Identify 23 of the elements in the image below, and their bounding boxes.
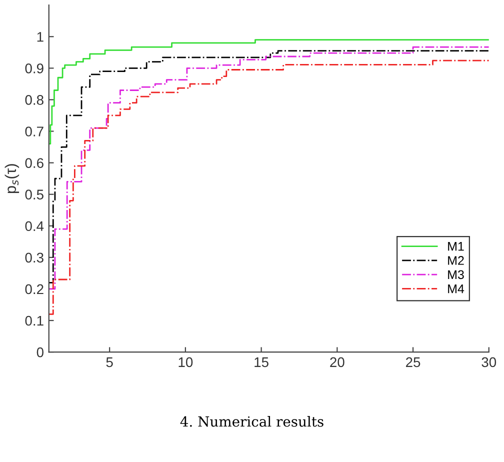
y-tick-label: 1 — [37, 32, 44, 42]
y-tick-label: 0.8 — [25, 95, 44, 105]
x-tick-label: 30 — [482, 357, 496, 368]
legend-label: M3 — [448, 270, 464, 280]
y-tick-label: 0.3 — [25, 252, 44, 263]
legend-label: M4 — [448, 284, 464, 294]
x-tick-label: 10 — [178, 357, 193, 368]
y-tick-label: 0.1 — [25, 316, 44, 326]
text: 4. Numerical results — [180, 416, 324, 427]
legend-label: M1 — [448, 242, 464, 251]
x-tick-label: 15 — [254, 357, 268, 368]
y-tick-label: 0.9 — [25, 64, 44, 74]
legend-label: M2 — [448, 256, 464, 265]
y-tick-label: 0.4 — [25, 221, 44, 232]
y-tick-label: 0.2 — [25, 284, 44, 294]
x-tick-label: 20 — [330, 357, 344, 368]
y-axis-title: p$_{s}$(τ) — [4, 164, 20, 194]
y-tick-label: 0.6 — [25, 158, 44, 168]
y-tick-label: 0.7 — [25, 126, 44, 136]
y-tick-label: 0 — [36, 347, 44, 358]
x-tick-label: 25 — [406, 357, 420, 368]
y-tick-label: 0.5 — [25, 190, 44, 200]
x-tick-label: 5 — [106, 357, 113, 368]
